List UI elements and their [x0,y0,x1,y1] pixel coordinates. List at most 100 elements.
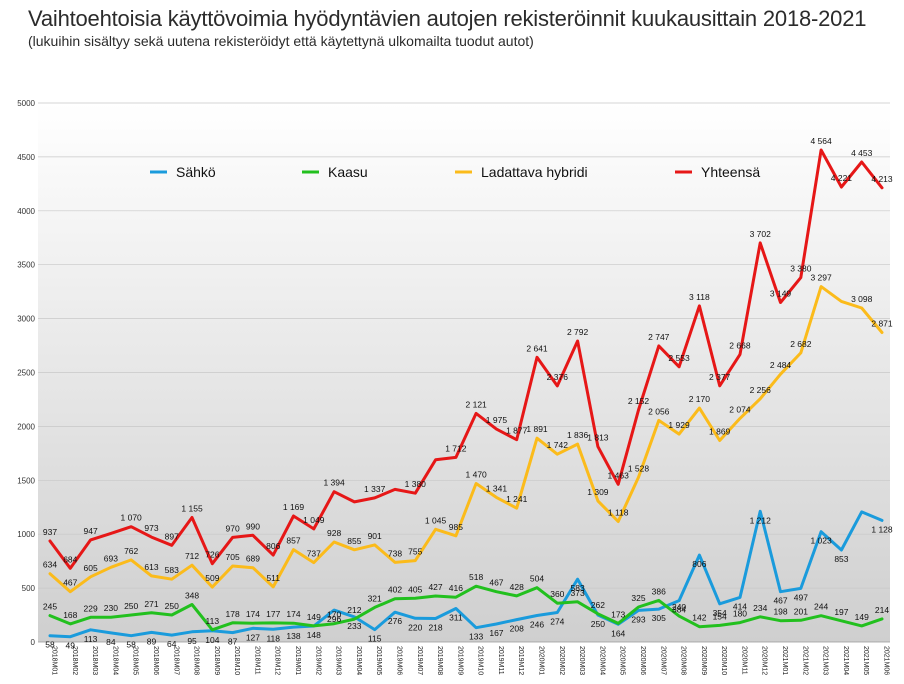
data-label: 230 [104,603,118,613]
data-label: 201 [794,606,808,616]
x-tick-label: 2020M07 [659,646,666,675]
data-label: 2 056 [648,406,670,416]
data-label: 1 118 [608,507,629,517]
data-label: 2 152 [628,396,650,406]
data-label: 2 747 [648,332,670,342]
x-tick-label: 2020M03 [578,646,585,675]
data-label: 853 [834,554,848,564]
data-label: 1 813 [587,433,609,443]
data-label: 250 [165,601,179,611]
x-tick-label: 2020M05 [619,646,626,675]
data-label: 897 [165,531,179,541]
data-label: 360 [550,589,564,599]
data-label: 1 380 [405,479,427,489]
data-label: 705 [226,552,240,562]
data-label: 174 [246,609,260,619]
legend-label: Ladattava hybridi [481,164,588,180]
data-label: 246 [530,619,544,629]
x-tick-label: 2019M07 [416,646,423,675]
data-label: 1 341 [486,483,508,493]
data-label: 405 [408,584,422,594]
x-tick-label: 2018M11 [253,646,260,675]
x-tick-label: 2018M07 [172,646,179,675]
data-label: 605 [83,563,97,573]
data-label: 274 [550,616,564,626]
data-label: 402 [388,585,402,595]
data-label: 1 929 [668,420,690,430]
data-label: 58 [45,640,55,650]
x-axis: 2018M01 2018M02 2018M03 2018M04 2018M05 2018M… [51,646,890,675]
data-label: 240 [672,602,686,612]
data-label: 806 [266,541,280,551]
data-label: 177 [266,609,280,619]
data-labels: 58 49 113 84 58 89 64 95 104 87 127 118 138 148 296 233… [43,136,893,651]
data-label: 973 [144,523,158,533]
x-tick-label: 2018M04 [111,646,118,675]
x-tick-label: 2019M10 [477,646,484,675]
data-label: 414 [733,601,747,611]
data-label: 737 [307,549,321,559]
data-label: 49 [66,641,76,651]
data-label: 937 [43,527,57,537]
data-label: 2 792 [567,327,589,337]
y-tick-label: 3500 [17,261,35,270]
series-lines [48,148,884,639]
data-label: 1 212 [750,515,772,525]
data-label: 504 [530,574,544,584]
data-label: 1 309 [587,487,609,497]
data-label: 467 [63,578,77,588]
data-label: 4 221 [831,173,853,183]
y-tick-label: 2500 [17,369,35,378]
data-label: 1 869 [709,427,731,437]
data-label: 985 [449,522,463,532]
x-tick-label: 2018M01 [51,646,58,675]
x-tick-label: 2019M06 [395,646,402,675]
data-label: 990 [246,521,260,531]
data-label: 613 [144,562,158,572]
data-label: 276 [388,616,402,626]
data-label: 2 256 [750,385,772,395]
data-label: 218 [428,622,442,632]
data-label: 154 [713,611,727,621]
data-label: 1 394 [323,478,345,488]
x-tick-label: 2018M03 [91,646,98,675]
data-label: 250 [591,619,605,629]
data-label: 348 [185,590,199,600]
x-tick-label: 2019M12 [517,646,524,675]
data-label: 386 [652,586,666,596]
x-tick-label: 2020M06 [639,646,646,675]
data-label: 1 470 [466,470,488,480]
data-label: 3 118 [689,292,710,302]
series-line-3 [48,148,884,570]
data-label: 684 [63,554,77,564]
data-label: 518 [469,572,483,582]
data-label: 89 [147,636,157,646]
data-label: 115 [368,634,382,644]
data-label: 1 049 [303,515,325,525]
x-tick-label: 2018M06 [152,646,159,675]
data-label: 321 [368,593,382,603]
data-label: 244 [814,602,828,612]
data-label: 4 564 [810,136,832,146]
y-axis: 0 500 1000 1500 2000 2500 3000 3500 4000 4500 5000 [17,99,35,647]
data-label: 64 [167,639,177,649]
x-tick-label: 2018M12 [274,646,281,675]
data-label: 1 528 [628,463,650,473]
data-label: 1 742 [547,440,569,450]
data-label: 3 098 [851,294,873,304]
data-label: 58 [126,640,136,650]
x-tick-label: 2020M08 [680,646,687,675]
data-label: 970 [226,523,240,533]
x-tick-label: 2021M02 [801,646,808,675]
y-tick-label: 4500 [17,153,35,162]
chart-title: Vaihtoehtoisia käyttövoimia hyödyntävien… [28,6,867,31]
x-tick-label: 2019M09 [456,646,463,675]
x-tick-label: 2021M04 [842,646,849,675]
y-tick-label: 2000 [17,422,35,431]
data-label: 855 [347,536,361,546]
data-label: 149 [855,612,869,622]
data-label: 262 [591,600,605,610]
data-label: 245 [43,602,57,612]
data-label: 149 [307,612,321,622]
